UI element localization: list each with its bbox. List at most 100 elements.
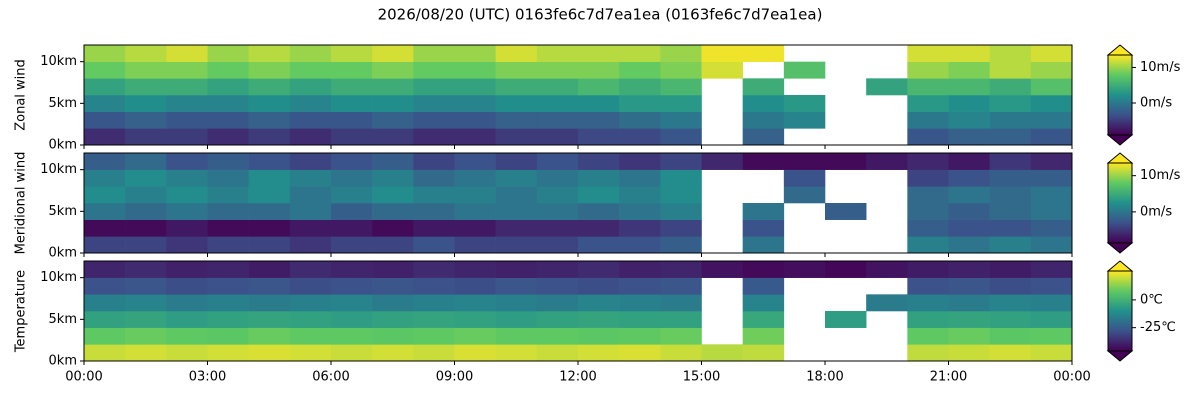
- heatmap-cell: [207, 344, 249, 362]
- heatmap-cell: [907, 294, 949, 312]
- heatmap-cell: [536, 153, 579, 170]
- heatmap-cell: [948, 327, 990, 345]
- heatmap-cell: [413, 327, 455, 345]
- heatmap-cell: [578, 153, 620, 170]
- heatmap-cell: [495, 128, 538, 146]
- colorbar-extend-bottom: [1106, 242, 1134, 254]
- heatmap-cell: [495, 61, 538, 79]
- heatmap-cell: [84, 78, 126, 96]
- colorbar-tick-label: 10m/s: [1140, 168, 1181, 183]
- heatmap-cell: [166, 111, 208, 129]
- y-tick-label: 10km: [40, 54, 77, 69]
- heatmap-cell: [207, 153, 249, 170]
- heatmap-cell: [948, 169, 990, 187]
- heatmap-cell: [660, 153, 702, 170]
- heatmap-cell: [289, 236, 332, 254]
- heatmap-cell: [413, 61, 455, 79]
- heatmap-cell: [166, 219, 208, 237]
- heatmap-cell: [372, 153, 414, 170]
- heatmap-cell: [248, 95, 291, 112]
- heatmap-cell: [125, 344, 167, 362]
- heatmap-cell: [289, 219, 332, 237]
- heatmap-cell: [495, 236, 538, 254]
- heatmap-cell: [578, 219, 620, 237]
- heatmap-cell: [907, 236, 949, 254]
- heatmap-cell: [578, 311, 620, 328]
- heatmap-cell: [660, 111, 702, 129]
- heatmap-cell: [125, 128, 167, 146]
- colorbar: [1107, 270, 1133, 352]
- colorbar-extend-bottom: [1106, 134, 1134, 146]
- y-axis-label: Meridional wind: [14, 152, 29, 255]
- heatmap-cell: [372, 277, 414, 295]
- heatmap-cell: [454, 169, 496, 187]
- heatmap-cell: [331, 61, 373, 79]
- heatmap-cell: [248, 153, 291, 170]
- heatmap-cell: [413, 95, 455, 112]
- heatmap-cell: [454, 261, 496, 278]
- heatmap-cell: [660, 277, 702, 295]
- heatmap-cell: [660, 78, 702, 96]
- heatmap-cell: [125, 186, 167, 204]
- heatmap-cell: [84, 327, 126, 345]
- heatmap-cell: [248, 111, 291, 129]
- heatmap-cell: [372, 45, 414, 62]
- heatmap-cell: [166, 261, 208, 278]
- heatmap-cell: [248, 169, 291, 187]
- heatmap-cell: [331, 153, 373, 170]
- heatmap-cell: [372, 261, 414, 278]
- heatmap-cell: [125, 311, 167, 328]
- heatmap-cell: [125, 261, 167, 278]
- heatmap-cell: [84, 311, 126, 328]
- heatmap-cell: [536, 219, 579, 237]
- heatmap-cell: [578, 45, 620, 62]
- heatmap-cell: [578, 261, 620, 278]
- heatmap-cell: [413, 111, 455, 129]
- heatmap-cell: [454, 219, 496, 237]
- heatmap-cell: [413, 186, 455, 204]
- heatmap-cell: [1030, 344, 1073, 362]
- heatmap-cell: [372, 294, 414, 312]
- heatmap-cell: [125, 219, 167, 237]
- heatmap-cell: [248, 261, 291, 278]
- heatmap-cell: [989, 236, 1032, 254]
- heatmap-cell: [495, 78, 538, 96]
- heatmap-cell: [166, 169, 208, 187]
- heatmap-cell: [1030, 311, 1073, 328]
- heatmap-cell: [125, 277, 167, 295]
- heatmap-cell: [166, 45, 208, 62]
- heatmap-cell: [536, 111, 579, 129]
- heatmap-cell: [907, 45, 949, 62]
- heatmap-cell: [578, 78, 620, 96]
- heatmap-cell: [989, 186, 1032, 204]
- heatmap-cell: [413, 277, 455, 295]
- heatmap-cell: [413, 78, 455, 96]
- heatmap-cell: [289, 169, 332, 187]
- heatmap-cell: [1030, 327, 1073, 345]
- heatmap-cell: [84, 111, 126, 129]
- heatmap-cell: [907, 153, 949, 170]
- heatmap-cell: [1030, 294, 1073, 312]
- heatmap-cell: [166, 294, 208, 312]
- heatmap-cell: [166, 327, 208, 345]
- heatmap-cell: [989, 344, 1032, 362]
- heatmap-cell: [742, 219, 785, 237]
- heatmap-cell: [536, 327, 579, 345]
- heatmap-cell: [948, 128, 990, 146]
- heatmap-cell: [84, 277, 126, 295]
- heatmap-cell: [742, 78, 785, 96]
- heatmap-cell: [372, 186, 414, 204]
- heatmap-cell: [619, 327, 661, 345]
- heatmap-cell: [619, 186, 661, 204]
- heatmap-cell: [454, 236, 496, 254]
- heatmap-cell: [989, 111, 1032, 129]
- heatmap-cell: [495, 327, 538, 345]
- y-tick-label: 5km: [49, 204, 77, 219]
- heatmap-cell: [125, 61, 167, 79]
- colorbar-tick-label: 0℃: [1140, 292, 1163, 307]
- colorbar-extend-bottom: [1106, 350, 1134, 362]
- heatmap-cell: [907, 186, 949, 204]
- heatmap-cell: [331, 128, 373, 146]
- y-axis-label: Zonal wind: [14, 59, 29, 131]
- heatmap-cell: [495, 219, 538, 237]
